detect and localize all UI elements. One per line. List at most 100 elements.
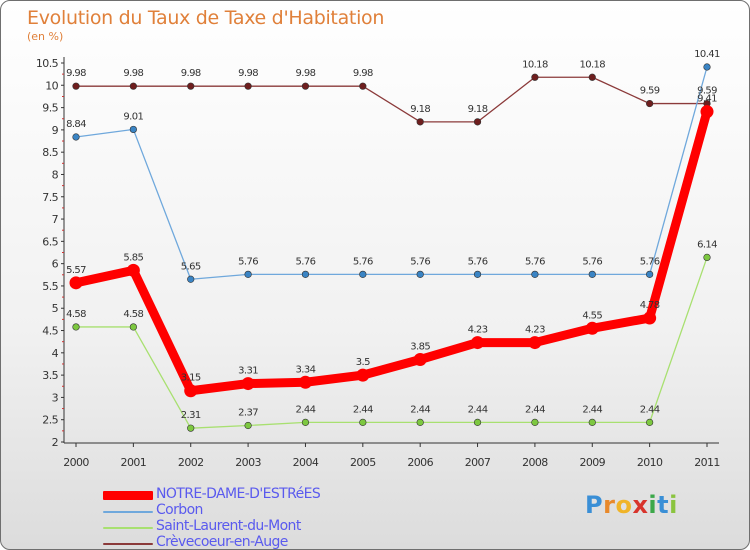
series-line [75, 256, 708, 429]
data-point [473, 418, 482, 426]
data-point [416, 118, 424, 126]
x-tick-label: 2009 [579, 456, 605, 469]
chart-subtitle: (en %) [27, 30, 64, 43]
y-tick-label: 5 [52, 302, 59, 315]
x-tick-label: 2006 [407, 456, 433, 469]
data-point [129, 125, 137, 134]
data-label: 5.85 [123, 252, 143, 263]
legend-swatch [103, 543, 153, 545]
y-tick-label: 3.5 [42, 369, 58, 382]
data-label: 3.31 [238, 366, 258, 377]
data-label: 2.44 [582, 404, 602, 415]
x-tick-label: 2008 [522, 456, 548, 469]
y-tick-label: 5.5 [42, 280, 58, 293]
data-point [72, 82, 80, 90]
data-label: 9.98 [123, 68, 143, 79]
data-point [301, 418, 310, 426]
x-tick-label: 2007 [465, 456, 491, 469]
data-point [413, 353, 427, 367]
data-label: 3.85 [410, 342, 430, 353]
data-label: 3.15 [181, 373, 201, 384]
data-labels-3: 9.98 9.98 9.98 9.98 9.98 9.98 9.18 9.18 10.18 10.… [66, 59, 718, 115]
data-label: 5.76 [468, 256, 488, 267]
x-tick-label: 2005 [350, 456, 376, 469]
data-point [473, 118, 482, 126]
data-label: 9.98 [353, 68, 373, 79]
data-point [703, 253, 711, 262]
data-label: 2.44 [468, 404, 488, 415]
series-line [75, 76, 708, 123]
data-point [416, 418, 424, 426]
data-label: 3.5 [356, 357, 370, 368]
data-label: 4.23 [468, 325, 488, 336]
x-tick-label: 2000 [63, 456, 89, 469]
y-tick-label: 7 [52, 213, 59, 226]
y-tick-label: 10 [45, 79, 58, 92]
data-label: 9.01 [123, 111, 143, 122]
x-tick-label: 2011 [694, 456, 720, 469]
logo-letter: P [585, 491, 604, 519]
data-label: 5.57 [66, 265, 86, 276]
data-labels-0: 5.57 5.85 3.15 3.31 3.34 3.5 3.85 4.23 4.23 4.55 4… [66, 94, 718, 384]
data-label: 9.98 [181, 68, 201, 79]
data-point [359, 270, 367, 278]
data-label: 5.76 [640, 256, 660, 267]
data-point [126, 263, 140, 277]
data-label: 9.18 [468, 104, 488, 115]
data-label: 9.98 [238, 68, 258, 79]
data-label: 2.44 [296, 404, 316, 415]
y-tick-label: 4.5 [42, 325, 58, 338]
data-label: 5.65 [181, 261, 201, 272]
data-label: 2.31 [181, 410, 201, 421]
data-point [646, 418, 654, 426]
legend-swatch [103, 511, 153, 513]
legend-swatch [103, 527, 153, 529]
data-point [416, 270, 424, 278]
data-label: 5.76 [410, 256, 430, 267]
y-tick-label: 10.5 [36, 57, 59, 70]
data-point [588, 73, 596, 81]
series-3 [72, 73, 711, 126]
data-point [531, 73, 539, 81]
y-tick-label: 6.5 [42, 235, 58, 248]
data-point [700, 105, 714, 119]
data-point [72, 323, 80, 331]
data-label: 5.76 [353, 256, 373, 267]
y-tick-label: 2.5 [42, 414, 58, 427]
x-tick-label: 2010 [637, 456, 663, 469]
logo-letter: t [657, 491, 670, 519]
legend-swatch [103, 491, 153, 500]
data-point [244, 82, 252, 90]
data-point [703, 63, 711, 71]
data-label: 9.98 [296, 68, 316, 79]
data-label: 2.44 [640, 404, 660, 415]
y-tick-label: 9 [52, 124, 59, 137]
data-point [528, 336, 542, 350]
data-point [646, 99, 654, 108]
data-labels-1: 8.84 9.01 5.65 5.76 5.76 5.76 5.76 5.76 5.76 5.76… [66, 49, 721, 272]
data-point [187, 275, 195, 283]
y-ticks: 2 2.5 3 3.5 4 4.5 5 5.5 6 6.5 7 7.5 8 8.5 9 9.5 10 10.5 [36, 57, 64, 449]
data-labels-2: 4.58 4.58 2.31 2.37 2.44 2.44 2.44 2.44 2.44 2.44… [66, 239, 718, 421]
series-0 [69, 105, 714, 398]
y-tick-label: 9.5 [42, 102, 58, 115]
data-label: 6.14 [697, 239, 717, 250]
legend-label: Corbon [156, 502, 203, 518]
data-label: 8.84 [66, 119, 86, 130]
data-point [129, 82, 137, 90]
data-point [471, 336, 485, 350]
data-label: 4.58 [66, 309, 86, 320]
data-point [244, 421, 252, 430]
data-label: 9.98 [66, 68, 86, 79]
data-point [241, 377, 255, 391]
data-label: 9.59 [640, 86, 660, 97]
data-label: 3.34 [296, 364, 316, 375]
data-label: 5.76 [525, 256, 545, 267]
data-label: 10.18 [579, 59, 605, 70]
y-tick-label: 2 [52, 436, 58, 449]
data-point [359, 82, 367, 90]
y-tick-label: 8.5 [42, 146, 58, 159]
data-point [301, 270, 310, 278]
x-tick-label: 2003 [235, 456, 261, 469]
